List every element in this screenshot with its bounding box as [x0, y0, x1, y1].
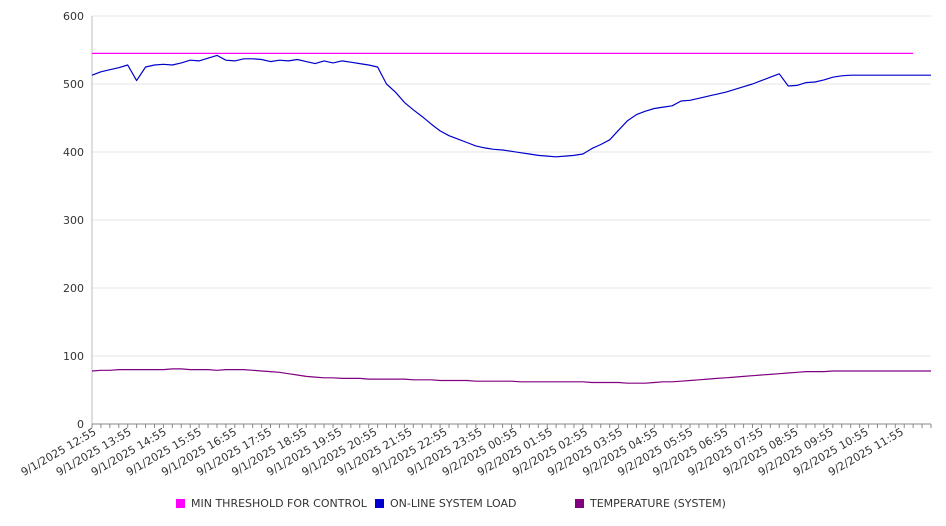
y-tick-label: 600 [63, 10, 84, 23]
legend-label-temperature: TEMPERATURE (SYSTEM) [590, 497, 726, 510]
legend-item-threshold[interactable]: MIN THRESHOLD FOR CONTROL [176, 497, 367, 510]
series-temperature-line [91, 368, 931, 384]
legend-item-system-load[interactable]: ON-LINE SYSTEM LOAD [375, 497, 516, 510]
grid-lines [92, 15, 931, 425]
y-tick-label: 100 [63, 350, 84, 363]
y-tick-label: 400 [63, 146, 84, 159]
legend-label-system-load: ON-LINE SYSTEM LOAD [390, 497, 517, 510]
legend-swatch-system-load [375, 499, 384, 508]
legend-swatch-threshold [176, 499, 185, 508]
y-axis: 0 100 200 300 400 500 600 [63, 10, 93, 431]
x-axis: 9/1/2025 12:559/1/2025 13:559/1/2025 14:… [19, 423, 932, 479]
y-tick-label: 500 [63, 78, 84, 91]
series-system-load-line [91, 54, 931, 158]
legend-swatch-temperature [575, 499, 584, 508]
y-tick-label: 300 [63, 214, 84, 227]
y-tick-label: 200 [63, 282, 84, 295]
legend: MIN THRESHOLD FOR CONTROL ON-LINE SYSTEM… [0, 497, 946, 517]
series-lines [91, 52, 931, 384]
y-tick-label: 0 [77, 418, 84, 431]
legend-label-threshold: MIN THRESHOLD FOR CONTROL [191, 497, 367, 510]
legend-item-temperature[interactable]: TEMPERATURE (SYSTEM) [575, 497, 726, 510]
